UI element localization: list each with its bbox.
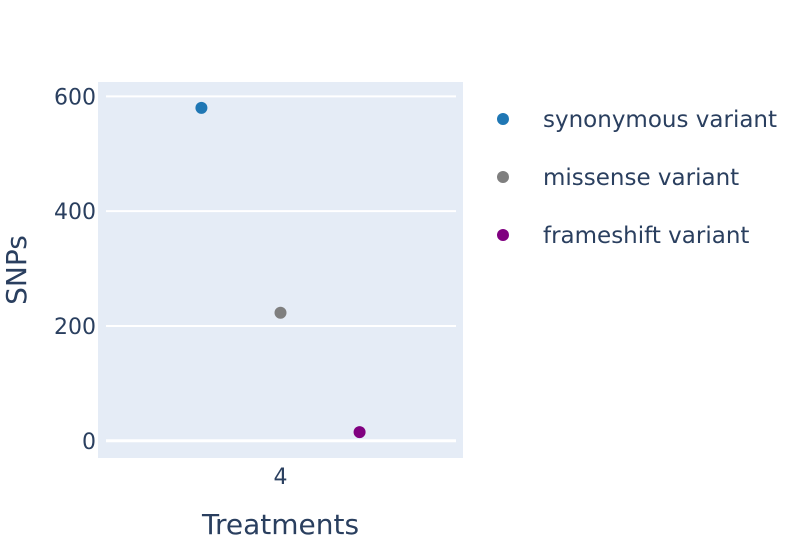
y-tick-label: 600 <box>54 85 96 110</box>
legend-marker <box>497 229 509 241</box>
y-tick-labels: 0 200 400 600 <box>54 85 96 454</box>
legend-marker <box>497 113 509 125</box>
data-point <box>274 306 287 319</box>
legend-item[interactable]: synonymous variant <box>497 107 777 133</box>
data-point <box>353 426 366 439</box>
data-point <box>195 101 208 114</box>
legend-label: frameshift variant <box>543 223 749 249</box>
legend-item[interactable]: missense variant <box>497 165 739 191</box>
x-tick-label: 4 <box>274 465 288 490</box>
x-tick-labels: 4 <box>274 465 288 490</box>
legend-marker <box>497 171 509 183</box>
legend[interactable]: synonymous variant missense variant frames… <box>497 107 777 249</box>
x-axis-title: Treatments <box>201 508 359 540</box>
gridlines <box>106 95 456 443</box>
legend-item[interactable]: frameshift variant <box>497 223 749 249</box>
y-tick-label: 200 <box>54 315 96 340</box>
plot-area <box>98 82 463 458</box>
legend-label: missense variant <box>543 165 739 191</box>
y-tick-label: 0 <box>82 430 96 455</box>
legend-label: synonymous variant <box>543 107 777 133</box>
y-axis-title: SNPs <box>0 235 33 305</box>
data-points <box>195 101 366 439</box>
y-tick-label: 400 <box>54 200 96 225</box>
